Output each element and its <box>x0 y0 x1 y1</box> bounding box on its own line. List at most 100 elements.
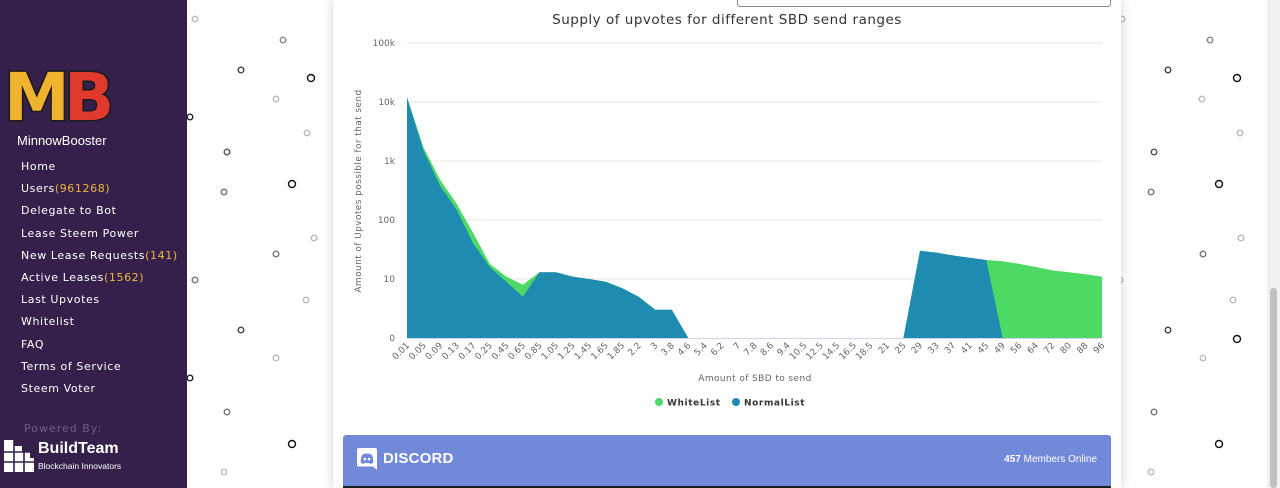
y-axis-label: Amount of Upvotes possible for that send <box>354 89 364 292</box>
nav-item-faq[interactable]: FAQ <box>21 337 178 359</box>
background-bubble <box>1199 354 1207 362</box>
x-tick-label: 1.65 <box>589 341 610 362</box>
background-bubble <box>220 188 228 196</box>
nav-item-lease-steem-power[interactable]: Lease Steem Power <box>21 226 178 248</box>
upvote-supply-chart: Supply of upvotes for different SBD send… <box>354 12 1107 409</box>
legend-label: WhiteList <box>667 399 721 409</box>
nav-item-home[interactable]: Home <box>21 159 178 181</box>
discord-icon <box>357 448 377 470</box>
x-tick-label: 0.45 <box>490 341 511 362</box>
buildteam-tagline: Blockchain Innovators <box>38 461 122 471</box>
legend-item-normallist[interactable]: NormalList <box>732 398 805 409</box>
legend-marker <box>655 398 663 406</box>
chart-legend: WhiteList NormalList <box>655 398 805 409</box>
nav-item-count: (141) <box>145 248 178 262</box>
legend-item-whitelist[interactable]: WhiteList <box>655 398 721 409</box>
series-area-normallist <box>407 97 1102 338</box>
y-tick-label: 10 <box>384 275 396 285</box>
page-scrollbar[interactable] <box>1267 0 1280 488</box>
background-bubble <box>287 439 297 449</box>
nav-item-new-lease-requests[interactable]: New Lease Requests(141) <box>21 248 178 270</box>
members-count: 457 <box>1004 454 1021 465</box>
main-card: Supply of upvotes for different SBD send… <box>333 0 1121 488</box>
background-bubble <box>1164 66 1172 74</box>
x-tick-label: 33 <box>926 341 941 356</box>
background-bubble <box>303 129 311 137</box>
background-bubble <box>1229 296 1237 304</box>
background-bubble <box>191 276 199 284</box>
background-bubble <box>1147 188 1155 196</box>
powered-by-label: Powered By: <box>24 422 103 435</box>
y-tick-label: 10k <box>378 98 395 108</box>
x-tick-label: 72 <box>1042 341 1057 356</box>
x-tick-label: 0.65 <box>507 341 528 362</box>
x-tick-label: 56 <box>1009 341 1024 356</box>
background-bubble <box>1150 148 1158 156</box>
nav-item-terms-of-service[interactable]: Terms of Service <box>21 359 178 381</box>
x-axis-label: Amount of SBD to send <box>698 374 811 384</box>
nav-item-label: Steem Voter <box>21 381 96 395</box>
x-tick-label: 0.09 <box>424 341 445 362</box>
background-bubble <box>272 95 280 103</box>
x-tick-label: 1.85 <box>606 341 627 362</box>
nav-item-users[interactable]: Users(961268) <box>21 181 178 203</box>
nav-item-label: Delegate to Bot <box>21 204 117 218</box>
x-tick-label: 4.6 <box>676 341 693 358</box>
svg-text:B: B <box>64 64 114 128</box>
x-tick-label: 41 <box>960 341 975 356</box>
background-bubble <box>1237 234 1245 242</box>
nav-item-delegate-to-bot[interactable]: Delegate to Bot <box>21 203 178 225</box>
nav-item-label: Last Upvotes <box>21 293 100 307</box>
x-tick-label: 7.8 <box>742 341 759 358</box>
x-tick-label: 6.2 <box>709 341 726 358</box>
legend-marker <box>732 398 740 406</box>
x-tick-label: 1.25 <box>556 341 577 362</box>
nav-item-whitelist[interactable]: Whitelist <box>21 314 178 336</box>
background-bubble <box>310 234 318 242</box>
nav-item-last-upvotes[interactable]: Last Upvotes <box>21 292 178 314</box>
x-tick-label: 0.05 <box>407 341 428 362</box>
background-bubble <box>272 250 280 258</box>
x-tick-label: 64 <box>1026 341 1041 356</box>
x-tick-label: 7 <box>732 341 743 352</box>
x-tick-label: 10.5 <box>788 341 809 362</box>
buildteam-logo-icon <box>4 440 34 472</box>
background-bubble <box>1150 408 1158 416</box>
x-tick-label: 14.5 <box>821 341 842 362</box>
x-tick-label: 45 <box>976 341 991 356</box>
background-bubble <box>1164 326 1172 334</box>
x-tick-label: 5.4 <box>693 341 710 358</box>
x-tick-label: 0.17 <box>457 341 478 362</box>
nav-item-steem-voter[interactable]: Steem Voter <box>21 381 178 403</box>
discord-brand: DISCORD <box>383 450 454 467</box>
x-tick-label: 16.5 <box>838 341 859 362</box>
background-bubble <box>237 66 245 74</box>
x-tick-label: 96 <box>1092 341 1107 356</box>
discord-widget[interactable]: DISCORD 457 Members Online <box>343 435 1111 488</box>
nav-item-label: Terms of Service <box>21 359 122 373</box>
background-bubble <box>1214 179 1224 189</box>
x-tick-label: 12.5 <box>805 341 826 362</box>
scrollbar-thumb[interactable] <box>1270 288 1277 488</box>
x-tick-label: 0.85 <box>523 341 544 362</box>
search-input[interactable] <box>737 0 1111 7</box>
background-bubble <box>191 15 199 23</box>
svg-text:M: M <box>4 64 64 128</box>
x-tick-label: 29 <box>910 341 925 356</box>
background-bubble <box>1214 439 1224 449</box>
nav-item-label: Home <box>21 160 56 173</box>
y-tick-label: 100k <box>373 39 396 49</box>
x-tick-label: 21 <box>877 341 892 356</box>
background-bubble <box>302 296 310 304</box>
x-tick-label: 49 <box>993 341 1008 356</box>
background-bubble-pattern <box>187 15 1245 476</box>
nav-item-active-leases[interactable]: Active Leases(1562) <box>21 270 178 292</box>
background-bubble <box>223 148 231 156</box>
background-bubble <box>287 179 297 189</box>
x-tick-label: 0.25 <box>474 341 495 362</box>
x-tick-label: 25 <box>893 341 908 356</box>
x-tick-label: 0.01 <box>391 341 412 362</box>
nav-item-count: (961268) <box>54 182 111 196</box>
nav-item-label: Active Leases <box>21 270 104 284</box>
sidebar-nav: Home Users(961268) Delegate to Bot Lease St… <box>21 159 178 403</box>
